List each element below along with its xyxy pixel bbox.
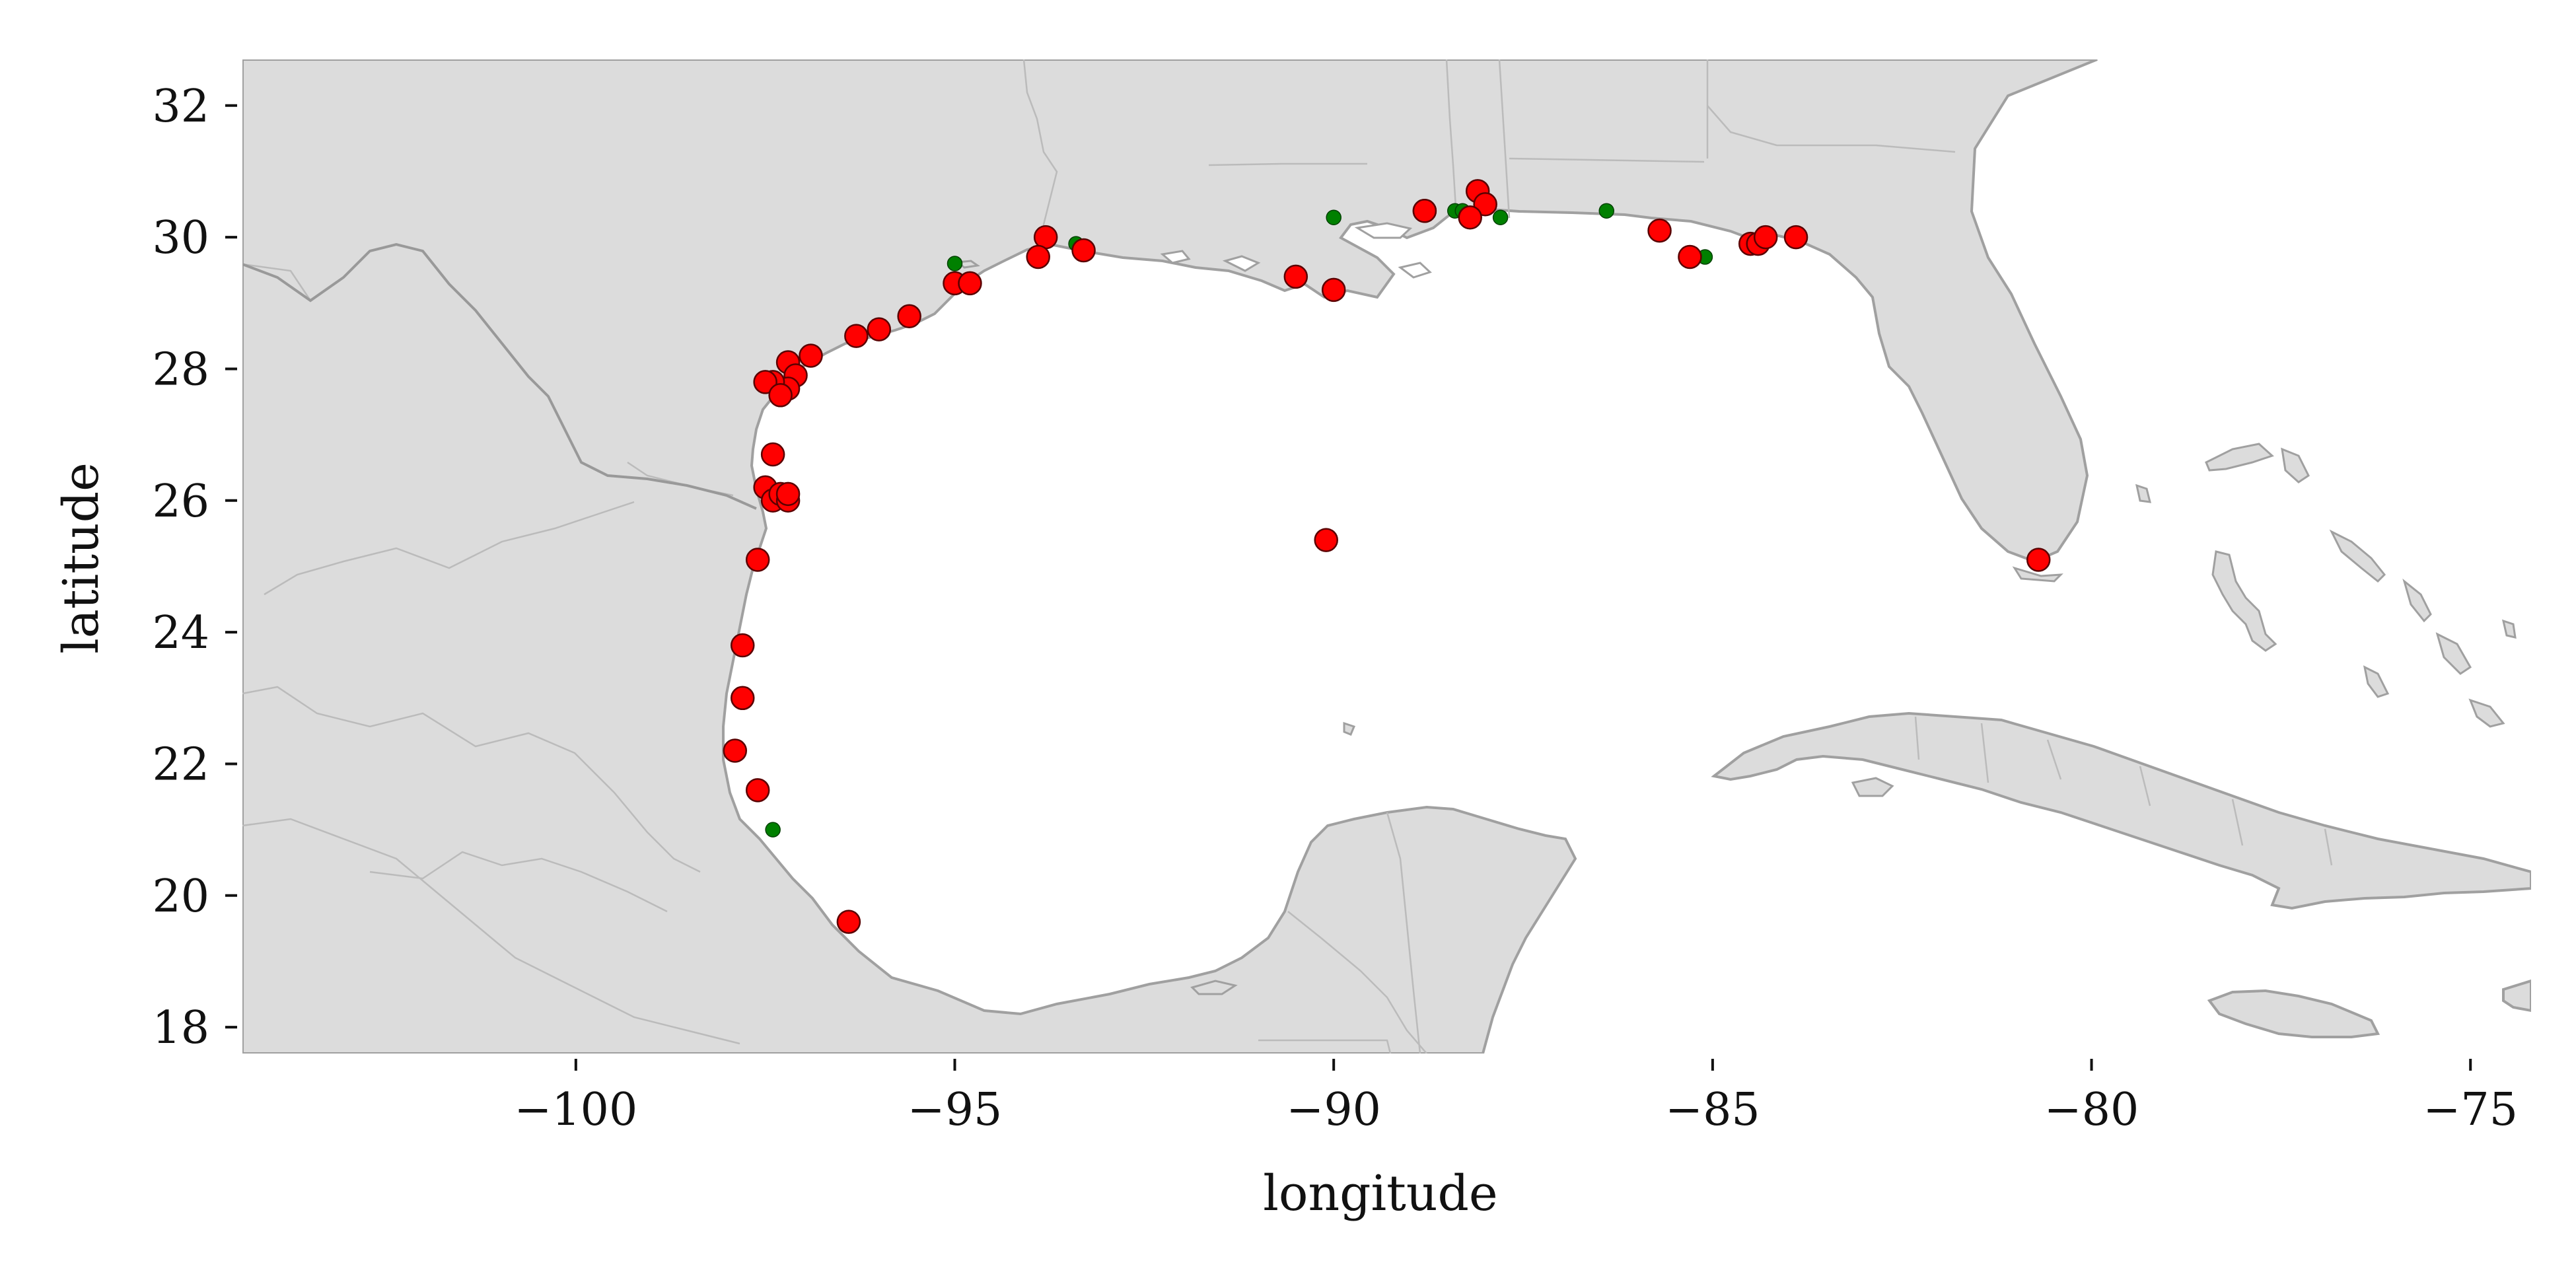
red-point xyxy=(836,910,861,934)
red-point xyxy=(1314,528,1338,552)
red-point xyxy=(1283,264,1308,289)
y-axis: 18 20 22 24 26 28 30 32 xyxy=(152,81,237,1054)
land-jamaica xyxy=(2207,989,2380,1038)
green-point xyxy=(947,256,963,271)
red-point xyxy=(1026,244,1050,269)
red-point xyxy=(1647,218,1672,243)
y-tick-label: 22 xyxy=(152,738,209,791)
red-point xyxy=(768,383,793,408)
red-point xyxy=(1071,238,1096,263)
green-point xyxy=(1326,209,1342,225)
red-point xyxy=(1321,277,1346,303)
red-point xyxy=(1753,225,1778,250)
country-border-rio-grande xyxy=(242,242,757,510)
green-point xyxy=(1492,209,1509,225)
y-tick-label: 28 xyxy=(152,343,209,396)
y-tick-label: 20 xyxy=(152,871,209,923)
x-tick-label: −80 xyxy=(2044,1084,2139,1136)
red-point xyxy=(731,633,755,658)
x-axis-label: longitude xyxy=(1263,1165,1497,1222)
gulf-islands xyxy=(955,260,1356,995)
red-point xyxy=(2026,548,2051,572)
map-area xyxy=(242,59,2531,1054)
red-point xyxy=(1412,198,1437,223)
red-point xyxy=(897,304,921,328)
x-tick-label: −100 xyxy=(514,1084,637,1136)
red-point xyxy=(958,271,982,296)
red-point xyxy=(745,778,770,803)
land-bahamas xyxy=(2135,443,2517,728)
x-tick-label: −95 xyxy=(908,1084,1003,1136)
x-tick-label: −90 xyxy=(1286,1084,1381,1136)
x-axis: −100 −95 −90 −85 −80 −75 xyxy=(514,1059,2518,1136)
x-tick-label: −75 xyxy=(2423,1084,2518,1136)
red-point xyxy=(799,343,823,368)
green-point xyxy=(1598,203,1614,219)
red-point xyxy=(760,442,785,467)
green-point xyxy=(765,822,781,838)
y-tick-label: 30 xyxy=(152,212,209,264)
y-tick-label: 24 xyxy=(152,607,209,659)
land-cuba xyxy=(1711,711,2531,910)
red-point xyxy=(1473,192,1497,217)
land-florida-keys xyxy=(2012,566,2063,583)
red-point xyxy=(1783,225,1808,250)
red-point xyxy=(745,548,770,572)
x-tick-label: −85 xyxy=(1665,1084,1760,1136)
red-point xyxy=(723,738,748,763)
land-isla-juventud xyxy=(1851,777,1894,797)
red-point xyxy=(731,686,755,711)
red-point xyxy=(775,482,801,507)
red-point xyxy=(844,324,869,348)
y-axis-label: latitude xyxy=(53,462,110,654)
scatter-points xyxy=(723,179,2051,934)
y-tick-label: 18 xyxy=(152,1002,209,1054)
red-point xyxy=(753,370,777,394)
y-tick-label: 32 xyxy=(152,81,209,133)
land-hispaniola-edge xyxy=(2502,979,2531,1013)
y-tick-label: 26 xyxy=(152,476,209,528)
red-point xyxy=(1678,244,1702,269)
inland-water xyxy=(1160,222,1432,279)
red-point xyxy=(867,317,892,341)
red-point xyxy=(1458,205,1482,230)
